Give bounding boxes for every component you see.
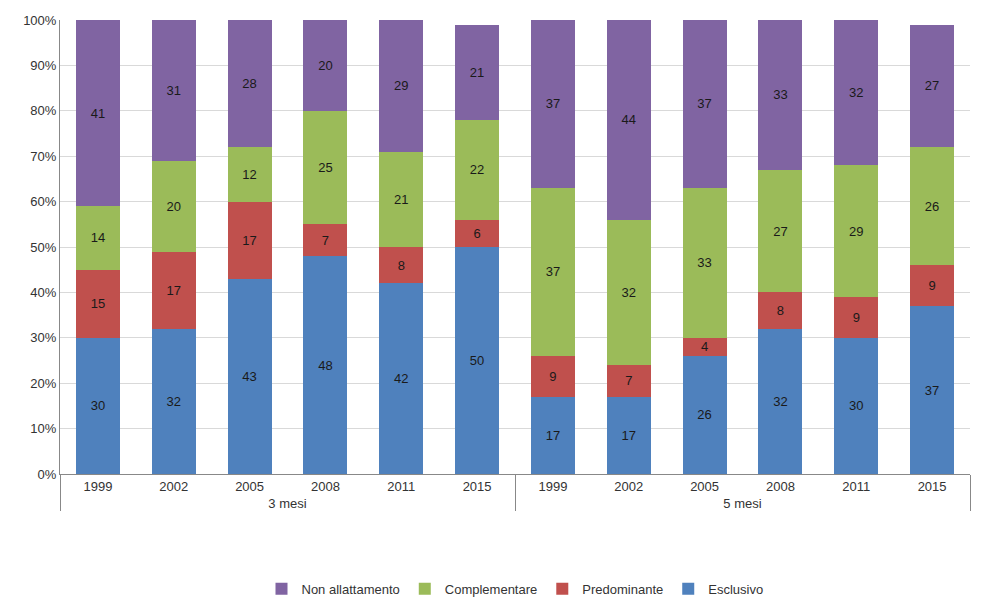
- svg-text:Non allattamento: Non allattamento: [302, 582, 400, 597]
- svg-text:Complementare: Complementare: [445, 582, 538, 597]
- svg-text:12: 12: [242, 167, 256, 182]
- svg-text:43: 43: [242, 369, 256, 384]
- svg-text:26: 26: [925, 199, 939, 214]
- svg-text:50: 50: [470, 353, 484, 368]
- svg-text:10%: 10%: [30, 421, 56, 436]
- svg-text:37: 37: [925, 383, 939, 398]
- svg-text:2005: 2005: [235, 479, 264, 494]
- svg-text:32: 32: [167, 394, 181, 409]
- svg-text:15: 15: [91, 296, 105, 311]
- svg-text:29: 29: [394, 78, 408, 93]
- svg-text:20: 20: [318, 58, 332, 73]
- svg-text:27: 27: [773, 224, 787, 239]
- svg-text:2015: 2015: [463, 479, 492, 494]
- svg-text:41: 41: [91, 106, 105, 121]
- svg-text:17: 17: [546, 428, 560, 443]
- svg-text:37: 37: [697, 96, 711, 111]
- svg-text:Esclusivo: Esclusivo: [708, 582, 763, 597]
- svg-text:2011: 2011: [842, 479, 870, 494]
- svg-text:29: 29: [849, 224, 863, 239]
- svg-text:5 mesi: 5 mesi: [723, 496, 761, 511]
- svg-text:80%: 80%: [30, 103, 56, 118]
- svg-text:1999: 1999: [83, 479, 112, 494]
- svg-text:9: 9: [853, 310, 860, 325]
- svg-text:9: 9: [928, 278, 935, 293]
- svg-text:50%: 50%: [30, 240, 56, 255]
- svg-text:21: 21: [394, 192, 408, 207]
- svg-text:8: 8: [777, 303, 784, 318]
- svg-text:Predominante: Predominante: [582, 582, 663, 597]
- svg-text:6: 6: [473, 226, 480, 241]
- svg-text:2015: 2015: [918, 479, 947, 494]
- svg-text:30%: 30%: [30, 330, 56, 345]
- svg-text:17: 17: [242, 233, 256, 248]
- svg-text:2008: 2008: [766, 479, 795, 494]
- svg-text:44: 44: [622, 112, 636, 127]
- svg-text:26: 26: [697, 407, 711, 422]
- svg-text:17: 17: [167, 283, 181, 298]
- svg-text:42: 42: [394, 371, 408, 386]
- svg-text:3 mesi: 3 mesi: [268, 496, 306, 511]
- svg-text:32: 32: [773, 394, 787, 409]
- svg-text:30: 30: [91, 398, 105, 413]
- svg-text:31: 31: [167, 83, 181, 98]
- svg-text:2002: 2002: [614, 479, 643, 494]
- svg-text:40%: 40%: [30, 285, 56, 300]
- svg-text:60%: 60%: [30, 194, 56, 209]
- svg-text:100%: 100%: [23, 13, 57, 28]
- svg-text:48: 48: [318, 358, 332, 373]
- svg-text:20%: 20%: [30, 376, 56, 391]
- svg-text:90%: 90%: [30, 58, 56, 73]
- svg-text:37: 37: [546, 264, 560, 279]
- svg-text:9: 9: [549, 369, 556, 384]
- svg-text:4: 4: [701, 339, 708, 354]
- svg-text:2002: 2002: [159, 479, 188, 494]
- svg-text:32: 32: [622, 285, 636, 300]
- svg-text:33: 33: [773, 87, 787, 102]
- svg-text:17: 17: [622, 428, 636, 443]
- svg-text:8: 8: [398, 258, 405, 273]
- svg-text:21: 21: [470, 65, 484, 80]
- svg-text:33: 33: [697, 255, 711, 270]
- svg-text:70%: 70%: [30, 149, 56, 164]
- svg-text:7: 7: [322, 233, 329, 248]
- svg-text:27: 27: [925, 78, 939, 93]
- svg-text:37: 37: [546, 96, 560, 111]
- svg-text:30: 30: [849, 398, 863, 413]
- svg-text:2011: 2011: [387, 479, 415, 494]
- svg-text:14: 14: [91, 230, 105, 245]
- svg-text:28: 28: [242, 76, 256, 91]
- svg-text:20: 20: [167, 199, 181, 214]
- svg-text:2008: 2008: [311, 479, 340, 494]
- svg-text:22: 22: [470, 162, 484, 177]
- svg-text:25: 25: [318, 160, 332, 175]
- svg-text:1999: 1999: [538, 479, 567, 494]
- svg-text:32: 32: [849, 85, 863, 100]
- svg-text:0%: 0%: [38, 467, 57, 482]
- svg-text:2005: 2005: [690, 479, 719, 494]
- svg-text:7: 7: [625, 373, 632, 388]
